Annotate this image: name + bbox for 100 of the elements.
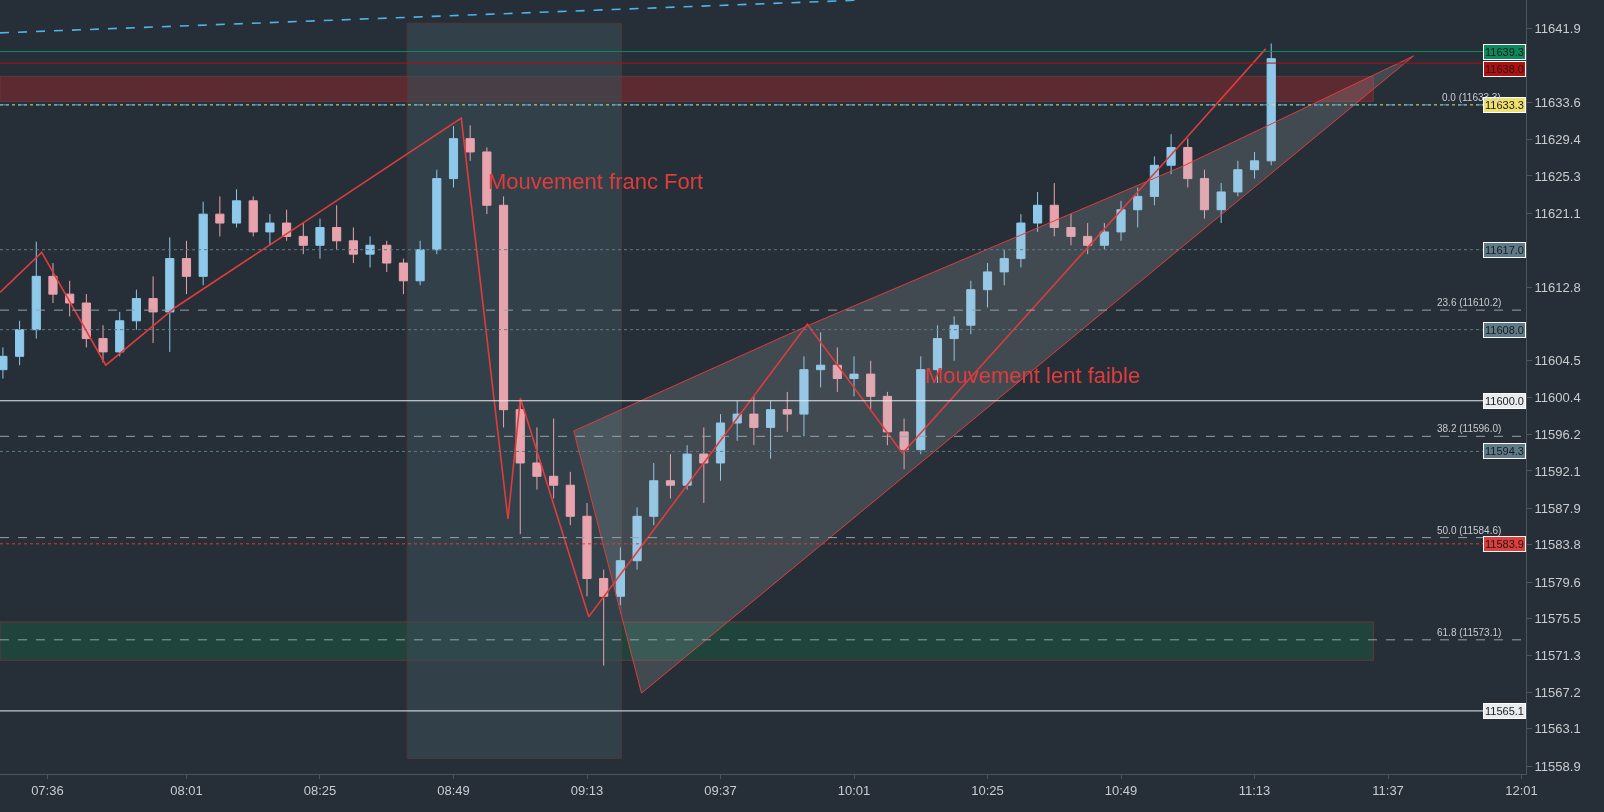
y-tick-label: 11600.4 <box>1534 389 1581 405</box>
candlestick <box>1099 222 1109 251</box>
candlestick <box>465 124 475 162</box>
candlestick <box>999 249 1009 286</box>
candlestick <box>282 209 292 242</box>
candlestick <box>816 331 826 388</box>
x-tick-label: 09:13 <box>570 782 604 798</box>
x-tick-label: 12:01 <box>1505 782 1538 798</box>
candlestick <box>599 569 609 667</box>
candlestick <box>782 391 792 433</box>
candlestick <box>982 262 993 308</box>
candlestick <box>148 275 158 344</box>
x-tick-label: 10:01 <box>837 782 871 798</box>
candlestick <box>699 426 709 504</box>
candlestick <box>48 262 58 304</box>
candlestick <box>849 355 859 397</box>
y-tick-label: 11612.8 <box>1534 279 1581 295</box>
candlestick <box>532 426 542 491</box>
candlestick <box>131 289 141 331</box>
candlestick <box>0 346 8 380</box>
candlestick <box>1083 222 1093 255</box>
candlestick <box>1233 160 1243 197</box>
x-tick-label: 08:25 <box>303 782 337 798</box>
candlestick <box>448 125 459 188</box>
y-tick-label: 11575.5 <box>1534 611 1581 627</box>
y-tick-label: 11641.9 <box>1534 20 1581 36</box>
ref-line-label: 23.6 (11610.2) <box>1437 297 1502 308</box>
candlestick <box>315 218 325 260</box>
y-tick-label: 11579.6 <box>1534 574 1581 590</box>
candlestick <box>165 236 175 353</box>
x-tick-label: 08:01 <box>170 782 203 798</box>
y-tick-label: 11571.3 <box>1534 648 1581 664</box>
ref-line-label: 11565.1 <box>1485 705 1524 717</box>
candlestick <box>398 258 409 295</box>
candlestick <box>665 453 676 500</box>
candlestick <box>432 169 442 255</box>
candlestick <box>582 502 592 597</box>
candlestick <box>1199 169 1210 220</box>
candlestick <box>265 213 275 246</box>
candlestick <box>949 315 959 362</box>
ref-line-label: 61.8 (11573.1) <box>1437 627 1502 638</box>
y-tick-label: 11596.2 <box>1534 427 1581 443</box>
candlestick <box>832 346 842 393</box>
candlestick <box>198 201 208 286</box>
candlestick <box>565 471 575 526</box>
candlestick <box>415 240 425 286</box>
candlestick <box>882 391 892 446</box>
x-tick-label: 09:37 <box>704 782 737 798</box>
y-tick-label: 11621.1 <box>1534 205 1581 221</box>
ref-line-label: 50.0 (11584.6) <box>1437 525 1502 536</box>
candlestick <box>332 204 342 251</box>
candlestick <box>1183 138 1193 188</box>
candlestick <box>98 324 108 364</box>
candlestick <box>365 235 375 268</box>
candlestick <box>866 360 876 411</box>
ref-line-label: 38.2 (11596.0) <box>1437 423 1502 434</box>
candlestick <box>498 195 509 428</box>
candlestick <box>966 280 976 335</box>
candlestick <box>1216 182 1226 224</box>
y-tick-label: 11625.3 <box>1534 168 1581 184</box>
candlestick <box>549 418 559 500</box>
candlestick <box>115 311 125 357</box>
candlestick <box>1016 213 1026 268</box>
y-tick-label: 11563.1 <box>1534 721 1581 737</box>
candlestick <box>899 418 909 470</box>
candlestick <box>81 293 91 348</box>
candlestick <box>1033 191 1043 233</box>
candlestick <box>231 188 242 228</box>
ref-line-label: 11639.3 <box>1485 46 1524 58</box>
candlestick <box>715 413 726 482</box>
ref-line-label: 11583.9 <box>1485 538 1524 550</box>
x-tick-label: 11:37 <box>1372 782 1404 798</box>
ref-line-label: 11638.0 <box>1485 63 1524 75</box>
candlestick <box>682 444 692 491</box>
ref-line-label: 11600.0 <box>1485 395 1524 407</box>
candlestick <box>916 355 926 455</box>
candlestick <box>31 241 41 340</box>
x-tick-label: 08:49 <box>437 782 470 798</box>
y-tick-label: 11587.9 <box>1534 500 1581 516</box>
candlestick <box>181 240 192 295</box>
x-tick-label: 10:49 <box>1104 782 1138 798</box>
candlestick <box>615 546 625 606</box>
candlestick <box>1133 187 1143 228</box>
ref-line-label: 11594.3 <box>1485 445 1524 457</box>
candlestick <box>215 195 225 237</box>
x-tick-label: 07:36 <box>31 782 64 798</box>
candlestick <box>348 226 358 264</box>
candlestick <box>1266 43 1276 166</box>
candlestick <box>765 400 776 460</box>
candlestick <box>799 355 809 437</box>
y-tick-label: 11583.8 <box>1534 537 1581 553</box>
x-tick-label: 10:25 <box>971 782 1004 798</box>
candlestick <box>749 395 759 446</box>
candlestick <box>382 240 392 273</box>
y-tick-label: 11592.1 <box>1534 463 1581 479</box>
y-tick-label: 11558.9 <box>1534 758 1581 774</box>
y-tick-label: 11567.2 <box>1534 684 1581 700</box>
y-tick-label: 11604.5 <box>1534 353 1581 369</box>
candlestick <box>15 320 25 366</box>
candlestick <box>1116 200 1126 242</box>
